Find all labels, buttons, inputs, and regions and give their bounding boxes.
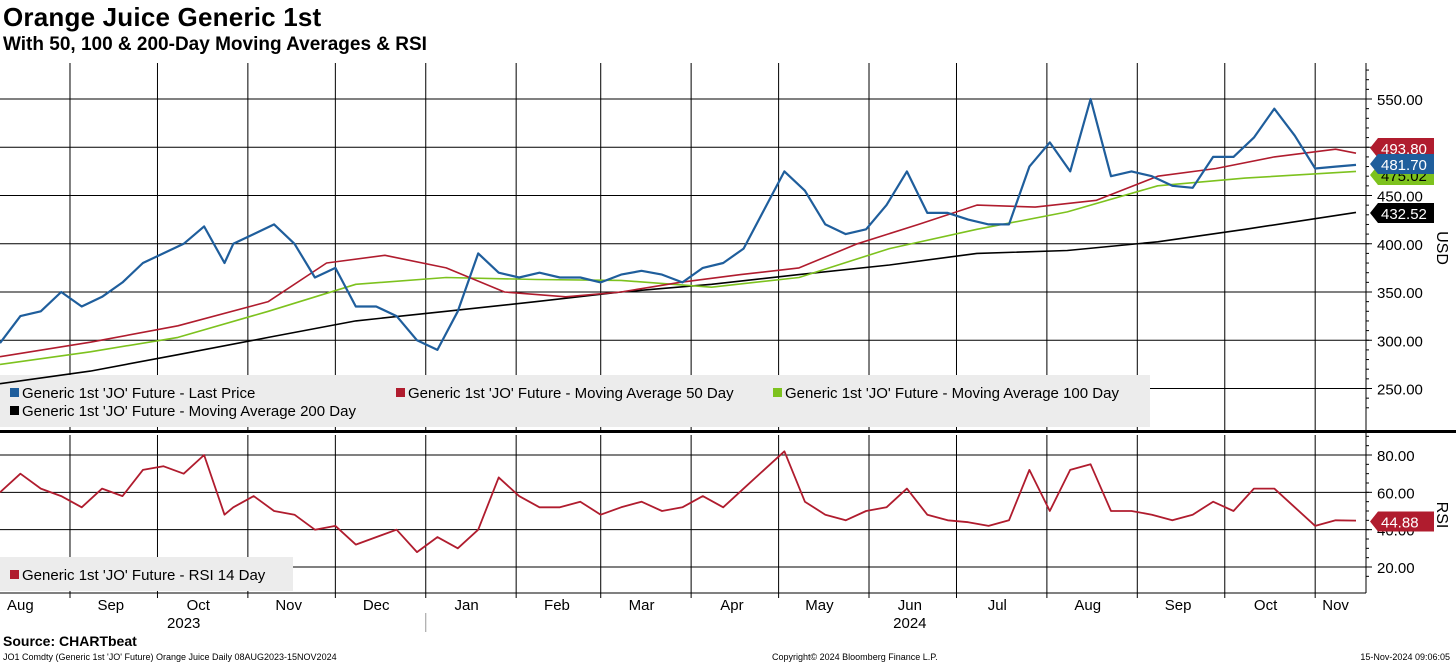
series-line-last (0, 97, 1357, 351)
price-tick-label: 300.00 (1377, 333, 1423, 350)
price-tick-label: 450.00 (1377, 189, 1423, 206)
rsi-ylabel: RSI (1433, 502, 1450, 529)
value-tag-label: 481.70 (1381, 157, 1427, 174)
footer-description: JO1 Comdty (Generic 1st 'JO' Future) Ora… (3, 652, 337, 662)
last-value-tag-rsi: 44.88 (1370, 511, 1434, 532)
year-label: 2023 (167, 615, 200, 632)
value-tag-label: 44.88 (1381, 515, 1419, 532)
footer-copyright: Copyright© 2024 Bloomberg Finance L.P. (772, 652, 938, 662)
month-label: Apr (720, 597, 743, 614)
month-label: Oct (187, 597, 211, 614)
last-value-tag-ma50: 493.80 (1370, 138, 1434, 158)
rsi-legend-bg (0, 557, 293, 591)
month-label: Sep (1165, 597, 1192, 614)
month-label: May (805, 597, 834, 614)
legend-swatch (773, 388, 782, 397)
month-label: Aug (7, 597, 34, 614)
rsi-tick-label: 80.00 (1377, 448, 1415, 465)
rsi-tick-label: 20.00 (1377, 560, 1415, 577)
value-tag-bg (1370, 203, 1434, 223)
price-legend: Generic 1st 'JO' Future - Last Price Gene… (0, 375, 1150, 427)
series-line-rsi (0, 450, 1357, 553)
series-line-ma200 (0, 211, 1357, 385)
chart-subtitle: With 50, 100 & 200-Day Moving Averages &… (3, 34, 427, 55)
value-tag-label: 493.80 (1381, 141, 1427, 158)
month-label: Aug (1074, 597, 1101, 614)
chart-title: Orange Juice Generic 1st (3, 2, 322, 32)
rsi-legend: Generic 1st 'JO' Future - RSI 14 Day (0, 557, 293, 591)
month-label: Nov (1322, 597, 1349, 614)
value-tag-bg (1370, 511, 1434, 532)
month-label: Jul (988, 597, 1007, 614)
value-tag-label: 432.52 (1381, 206, 1427, 223)
value-tag-bg (1370, 138, 1434, 158)
series-line-ma100 (0, 170, 1357, 366)
legend-swatch (10, 388, 19, 397)
legend-swatch (396, 388, 405, 397)
value-tag-bg (1370, 154, 1434, 174)
price-tick-label: 250.00 (1377, 382, 1423, 399)
price-tick-label: 350.00 (1377, 285, 1423, 302)
month-label: Feb (544, 597, 570, 614)
month-label: Dec (363, 597, 390, 614)
series-line-ma50 (0, 148, 1357, 358)
legend-label: Generic 1st 'JO' Future - Moving Average… (785, 385, 1119, 402)
legend-label: Generic 1st 'JO' Future - Last Price (22, 385, 255, 402)
footer-timestamp: 15-Nov-2024 09:06:05 (1360, 652, 1450, 662)
month-label: Jan (454, 597, 478, 614)
last-value-tag-ma200: 432.52 (1370, 203, 1434, 223)
legend-label: Generic 1st 'JO' Future - Moving Average… (408, 385, 734, 402)
rsi-tick-label: 60.00 (1377, 485, 1415, 502)
month-label: Sep (97, 597, 124, 614)
price-ylabel: USD (1433, 231, 1450, 265)
month-label: Jun (898, 597, 922, 614)
legend-swatch (10, 406, 19, 415)
month-label: Oct (1254, 597, 1278, 614)
legend-label: Generic 1st 'JO' Future - RSI 14 Day (22, 567, 266, 584)
source-text: Source: CHARTbeat (3, 633, 137, 649)
year-label: 2024 (893, 615, 926, 632)
month-label: Mar (629, 597, 655, 614)
month-label: Nov (275, 597, 302, 614)
legend-swatch (10, 570, 19, 579)
last-value-tag-last: 481.70 (1370, 154, 1434, 174)
price-tick-label: 400.00 (1377, 237, 1423, 254)
legend-label: Generic 1st 'JO' Future - Moving Average… (22, 403, 356, 420)
price-panel (0, 63, 1366, 430)
price-legend-bg (0, 375, 1150, 427)
price-tick-label: 550.00 (1377, 92, 1423, 109)
